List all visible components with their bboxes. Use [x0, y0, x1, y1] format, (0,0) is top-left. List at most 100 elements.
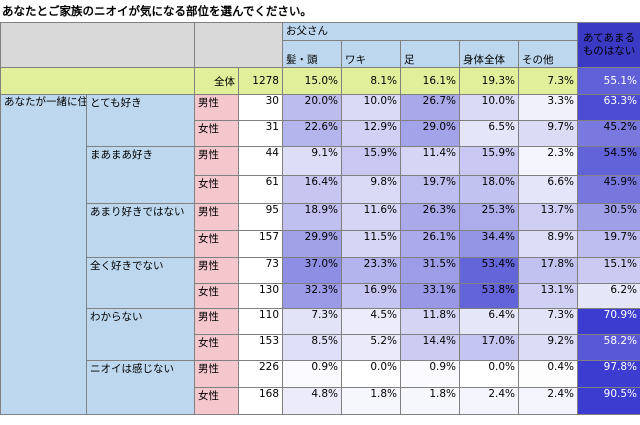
group-label: あまり好きではない: [86, 203, 195, 258]
header-col-5: その他: [517, 40, 579, 68]
data-cell: 0.0%: [459, 360, 519, 388]
data-cell: 0.9%: [400, 360, 460, 388]
row-n: 168: [238, 387, 283, 415]
data-cell: 17.0%: [459, 334, 519, 361]
data-cell: 11.6%: [341, 203, 401, 231]
header-col-none-line: あてあまる: [583, 32, 635, 44]
total-n: 1278: [238, 67, 283, 95]
data-cell: 14.4%: [400, 334, 460, 361]
group-label: まあまあ好き: [86, 146, 195, 204]
gender-label: 女性: [194, 120, 239, 147]
header-blank-n: [194, 22, 283, 68]
data-cell: 13.1%: [517, 283, 579, 309]
gender-label: 女性: [194, 283, 239, 309]
header-col-1: 髪・頭: [282, 40, 342, 68]
gender-label: 女性: [194, 387, 239, 415]
data-cell: 3.3%: [517, 94, 579, 121]
data-cell: 4.8%: [282, 387, 342, 415]
data-cell: 97.8%: [577, 360, 640, 388]
data-cell: 22.6%: [282, 120, 342, 147]
row-n: 61: [238, 175, 283, 204]
data-cell: 8.9%: [517, 230, 579, 258]
data-cell: 54.5%: [577, 146, 640, 176]
header-col-3: 足: [400, 40, 460, 68]
data-cell: 58.2%: [577, 334, 640, 361]
data-cell: 7.3%: [517, 308, 579, 335]
data-cell: 53.8%: [459, 283, 519, 309]
data-cell: 9.8%: [341, 175, 401, 204]
row-n: 73: [238, 257, 283, 284]
data-cell: 20.0%: [282, 94, 342, 121]
group-label: わからない: [86, 308, 195, 361]
data-cell: 16.4%: [282, 175, 342, 204]
data-cell: 18.9%: [282, 203, 342, 231]
data-cell: 12.9%: [341, 120, 401, 147]
header-col-4: 身体全体: [459, 40, 519, 68]
page-title: あなたとご家族のニオイが気になる部位を選んでください。: [2, 4, 312, 18]
data-cell: 34.4%: [459, 230, 519, 258]
gender-label: 男性: [194, 308, 239, 335]
data-cell: 10.0%: [459, 94, 519, 121]
data-cell: 33.1%: [400, 283, 460, 309]
data-cell: 2.4%: [517, 387, 579, 415]
data-cell: 29.0%: [400, 120, 460, 147]
row-n: 95: [238, 203, 283, 231]
group-label: とても好き: [86, 94, 195, 147]
data-cell: 1.8%: [400, 387, 460, 415]
data-cell: 5.2%: [341, 334, 401, 361]
row-n: 157: [238, 230, 283, 258]
data-cell: 19.7%: [400, 175, 460, 204]
gender-label: 男性: [194, 257, 239, 284]
data-cell: 18.0%: [459, 175, 519, 204]
total-value: 55.1%: [577, 67, 640, 95]
data-cell: 15.1%: [577, 257, 640, 284]
header-col-none-line: ものはない: [582, 45, 636, 57]
data-cell: 16.9%: [341, 283, 401, 309]
row-n: 44: [238, 146, 283, 176]
data-cell: 13.7%: [517, 203, 579, 231]
row-n: 153: [238, 334, 283, 361]
data-cell: 15.9%: [341, 146, 401, 176]
data-cell: 23.3%: [341, 257, 401, 284]
header-col-2: ワキ: [341, 40, 401, 68]
row-n: 130: [238, 283, 283, 309]
total-value: 19.3%: [459, 67, 519, 95]
data-cell: 9.1%: [282, 146, 342, 176]
data-cell: 7.3%: [282, 308, 342, 335]
data-cell: 0.9%: [282, 360, 342, 388]
data-cell: 15.9%: [459, 146, 519, 176]
row-n: 226: [238, 360, 283, 388]
data-cell: 11.4%: [400, 146, 460, 176]
row-n: 110: [238, 308, 283, 335]
data-cell: 6.2%: [577, 283, 640, 309]
total-value: 16.1%: [400, 67, 460, 95]
data-cell: 0.4%: [517, 360, 579, 388]
data-cell: 25.3%: [459, 203, 519, 231]
crosstab-table: お父さん あてあまる ものはない 髪・頭 ワキ足身体全体 その他 全体 1278 15.0% 8.…: [0, 22, 640, 415]
data-cell: 0.0%: [341, 360, 401, 388]
data-cell: 26.7%: [400, 94, 460, 121]
data-cell: 63.3%: [577, 94, 640, 121]
data-cell: 45.9%: [577, 175, 640, 204]
gender-label: 男性: [194, 360, 239, 388]
gender-label: 女性: [194, 230, 239, 258]
gender-label: 女性: [194, 334, 239, 361]
data-cell: 90.5%: [577, 387, 640, 415]
total-value: 8.1%: [341, 67, 401, 95]
data-cell: 11.5%: [341, 230, 401, 258]
data-cell: 45.2%: [577, 120, 640, 147]
gender-label: 男性: [194, 94, 239, 121]
data-cell: 11.8%: [400, 308, 460, 335]
header-col-none: あてあまる ものはない: [577, 22, 640, 68]
data-cell: 17.8%: [517, 257, 579, 284]
data-cell: 6.4%: [459, 308, 519, 335]
data-cell: 30.5%: [577, 203, 640, 231]
gender-label: 女性: [194, 175, 239, 204]
data-cell: 9.7%: [517, 120, 579, 147]
data-cell: 70.9%: [577, 308, 640, 335]
data-cell: 6.5%: [459, 120, 519, 147]
side-question-label: あなたが一緒に住んでいるご家族のニオイについて、あてはまるものを選んでください。…: [0, 94, 87, 415]
data-cell: 37.0%: [282, 257, 342, 284]
data-cell: 32.3%: [282, 283, 342, 309]
data-cell: 19.7%: [577, 230, 640, 258]
